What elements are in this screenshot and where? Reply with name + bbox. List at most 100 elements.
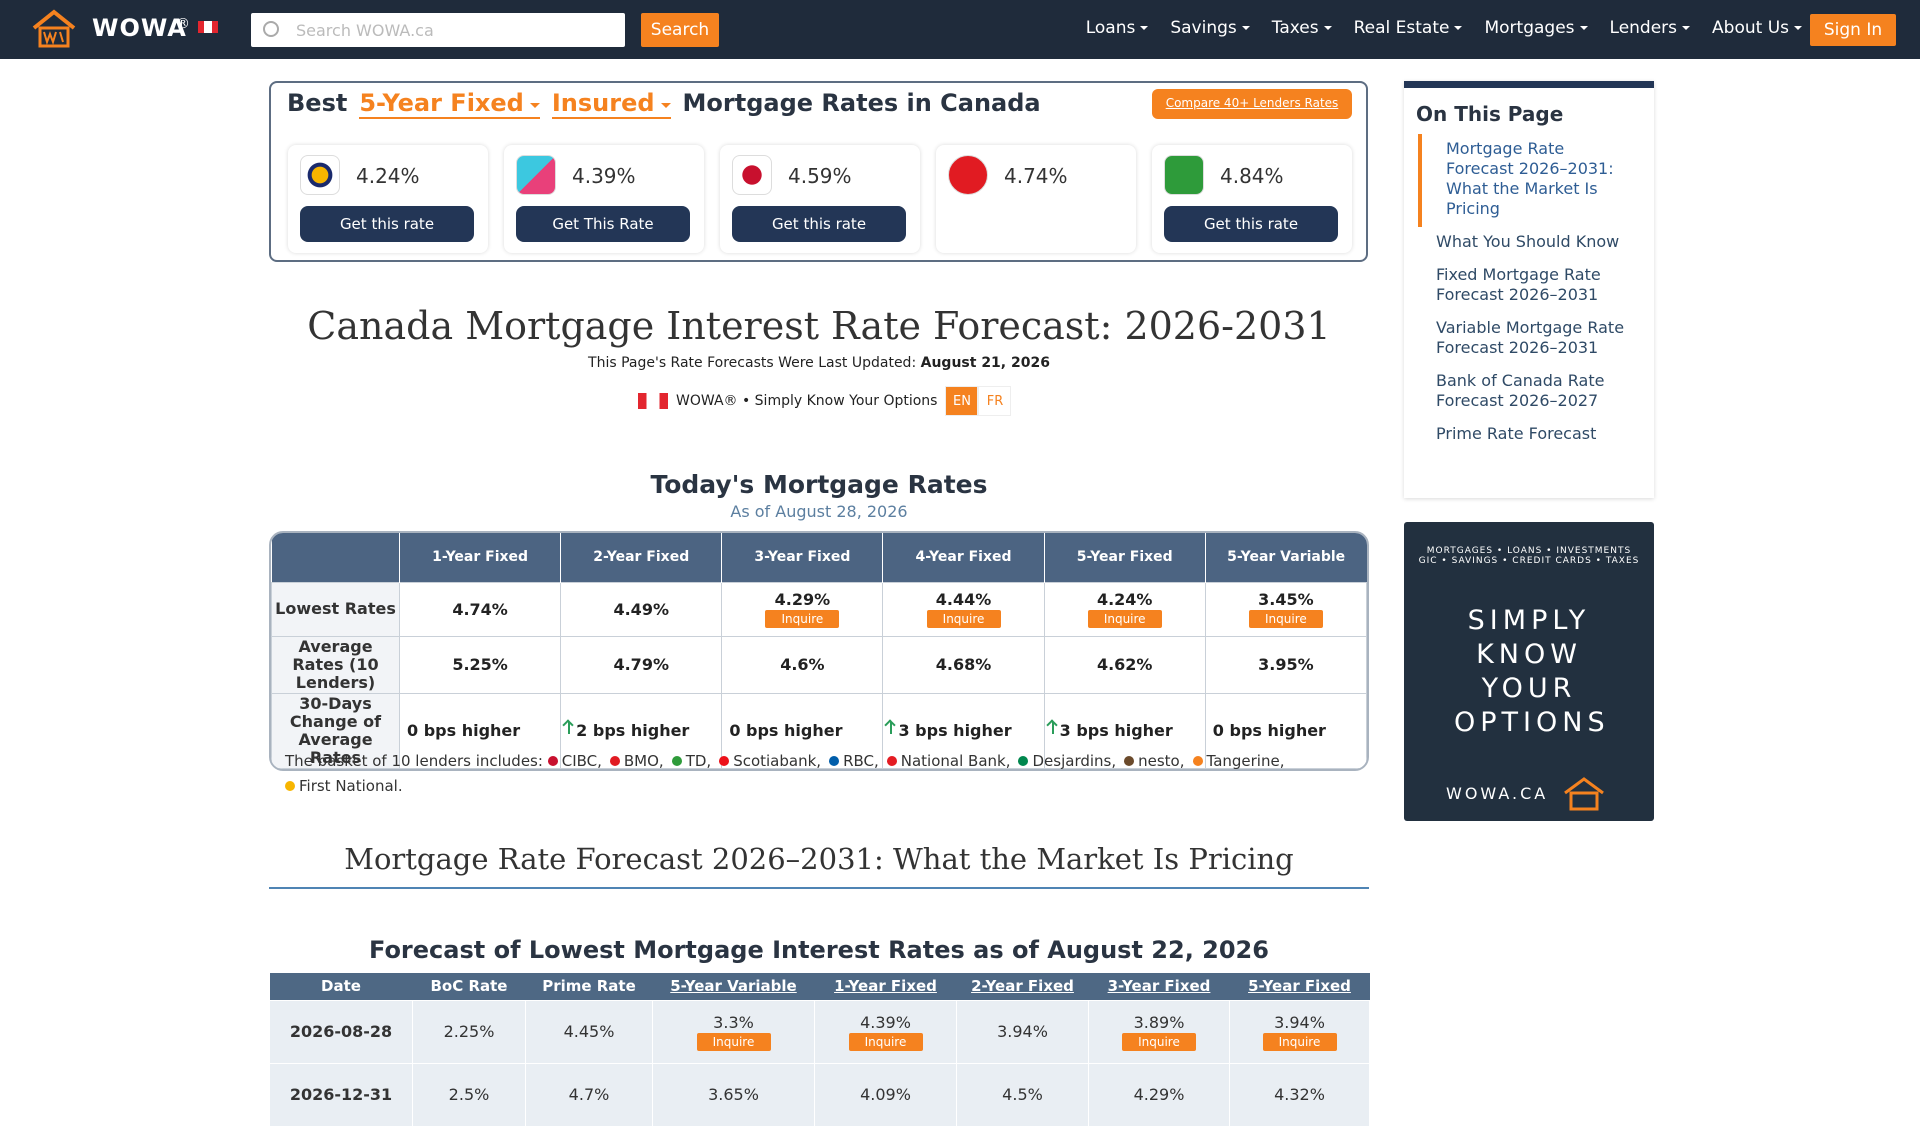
lender-icon: [1124, 756, 1135, 766]
rate-cell: 4.68%: [882, 635, 1045, 694]
get-rate-button[interactable]: Get this rate: [732, 206, 906, 242]
get-rate-button[interactable]: Get this rate: [1164, 206, 1338, 242]
get-rate-button[interactable]: Get This Rate: [516, 206, 690, 242]
lender-name: National Bank,: [900, 752, 1011, 770]
lender-basket: The basket of 10 lenders includes: CIBC,…: [285, 749, 1345, 799]
column-header: Date: [269, 973, 413, 1000]
forecast-title: Forecast of Lowest Mortgage Interest Rat…: [369, 936, 1269, 964]
cell-value: 2.5%: [448, 1085, 490, 1104]
language-button[interactable]: EN: [945, 386, 979, 416]
inquire-button[interactable]: Inquire: [696, 1032, 771, 1051]
lender-icon: [886, 756, 897, 766]
lender-name: First National.: [299, 777, 403, 795]
lender-icon: [285, 781, 295, 791]
inquire-button[interactable]: Inquire: [1122, 1032, 1196, 1051]
table-row: 2026-12-31 2.5% 4.7% 3.65% 4.09% 4.5% 4.29% 4.3…: [269, 1062, 1370, 1127]
toc-item[interactable]: Bank of Canada Rate Forecast 2026–2027: [1436, 371, 1605, 410]
inquire-button[interactable]: Inquire: [765, 610, 840, 628]
inquire-button[interactable]: Inquire: [848, 1032, 923, 1051]
toc-item[interactable]: Prime Rate Forecast: [1436, 424, 1597, 443]
get-rate-button[interactable]: Get this rate: [300, 206, 474, 242]
cell-value: 4.29%: [774, 590, 831, 609]
ad-banner[interactable]: MORTGAGES • LOANS • INVESTMENTS GIC • SA…: [1404, 522, 1654, 821]
menu-item[interactable]: About Us: [1712, 18, 1802, 38]
nav-menu: Loans Savings Taxes Real Estate Mortgages Len…: [1086, 18, 1802, 38]
rate-cell: 4.74%: [398, 581, 562, 637]
sign-in-button[interactable]: Sign In: [1810, 14, 1896, 46]
cell-value: 3 bps higher: [898, 721, 1012, 740]
menu-item[interactable]: Savings: [1170, 18, 1249, 38]
basket-intro: The basket of 10 lenders includes:: [285, 752, 543, 770]
brand-line: WOWA® • Simply Know Your Options EN FR: [638, 386, 1012, 416]
cell-value: 3.94%: [997, 1022, 1048, 1041]
rate-value: 4.84%: [1220, 164, 1284, 188]
up-arrow-icon: [568, 722, 571, 734]
cell-value: 3.45%: [1258, 590, 1314, 609]
rate-cell: 3.94%: [956, 999, 1089, 1064]
logo[interactable]: [30, 8, 78, 50]
insurance-dropdown[interactable]: Insured: [551, 89, 671, 119]
rate-value: 4.24%: [356, 164, 420, 188]
column-header: 1-Year Fixed: [398, 533, 561, 582]
lender-name: RBC,: [843, 752, 879, 770]
cell-value: 4.32%: [1274, 1085, 1325, 1104]
rate-card: 4.74%: [936, 145, 1136, 253]
rate-cell: 3.45% Inquire: [1204, 581, 1367, 637]
menu-item[interactable]: Real Estate: [1354, 18, 1463, 38]
rate-cell: 2 bps higher: [560, 692, 723, 769]
table-row: Lowest Rates 4.74% 4.49% 4.29% Inquire 4.44% I…: [271, 581, 1367, 637]
ad-slogan: SIMPLY KNOW YOUR OPTIONS: [1454, 605, 1610, 738]
rate-cell: 4.24% Inquire: [1043, 581, 1206, 637]
cell-value: 4.74%: [452, 599, 508, 619]
inquire-button[interactable]: Inquire: [1262, 1032, 1337, 1051]
section-subtitle: As of August 28, 2026: [730, 502, 908, 521]
menu-item[interactable]: Loans: [1086, 18, 1149, 38]
compare-link[interactable]: Compare 40+ Lenders Rates: [1152, 89, 1352, 119]
toc-list: Mortgage Rate Forecast 2026–2031: What t…: [1418, 134, 1628, 494]
rate-card: 4.84% Get this rate: [1152, 145, 1352, 253]
toc-item[interactable]: Variable Mortgage Rate Forecast 2026–203…: [1436, 318, 1625, 357]
lender-item: Tangerine,: [1192, 749, 1285, 774]
heading-rule: [269, 887, 1369, 889]
inquire-button[interactable]: Inquire: [926, 610, 1001, 628]
column-header: 3-Year Fixed: [721, 533, 883, 582]
inquire-button[interactable]: Inquire: [1248, 610, 1323, 628]
brand[interactable]: WOWA: [92, 14, 187, 42]
cell-value: 3.65%: [708, 1085, 759, 1104]
search-input[interactable]: Search WOWA.ca: [251, 13, 625, 47]
cell-value: 4.68%: [935, 655, 992, 674]
date-cell: 2026-12-31: [269, 1062, 413, 1127]
term-dropdown[interactable]: 5-Year Fixed: [359, 89, 540, 119]
search-button[interactable]: Search: [641, 13, 719, 47]
inquire-button[interactable]: Inquire: [1087, 610, 1162, 628]
cell-value: 5.25%: [452, 655, 508, 674]
column-header[interactable]: 1-Year Fixed: [814, 973, 957, 1000]
column-header[interactable]: 3-Year Fixed: [1088, 973, 1230, 1000]
toc-item[interactable]: What You Should Know: [1436, 232, 1620, 251]
lender-item: RBC,: [829, 749, 879, 774]
column-header[interactable]: 5-Year Variable: [652, 973, 815, 1000]
language-button[interactable]: FR: [978, 386, 1012, 416]
toc-item[interactable]: Fixed Mortgage Rate Forecast 2026–2031: [1436, 265, 1601, 304]
language-switch: EN FR: [945, 386, 1012, 416]
cell-value: 4.24%: [1096, 590, 1153, 609]
row-label: Average Rates (10 Lenders): [271, 635, 400, 694]
rate-cell: 0 bps higher: [721, 692, 884, 769]
lender-name: Tangerine,: [1206, 752, 1285, 770]
column-header[interactable]: 2-Year Fixed: [956, 973, 1089, 1000]
rate-cell: 3 bps higher: [1043, 692, 1206, 769]
menu-item[interactable]: Mortgages: [1484, 18, 1587, 38]
rate-card: 4.39% Get This Rate: [504, 145, 704, 253]
rate-card: 4.59% Get this rate: [720, 145, 920, 253]
rate-cell: 2.5%: [412, 1062, 526, 1127]
column-header[interactable]: 5-Year Fixed: [1229, 973, 1370, 1000]
toc-item[interactable]: Mortgage Rate Forecast 2026–2031: What t…: [1418, 134, 1628, 227]
lender-item: CIBC,: [547, 749, 602, 774]
lender-icon: [671, 756, 682, 766]
rate-cell: 4.49%: [560, 581, 723, 637]
rate-cell: 4.39% Inquire: [814, 999, 957, 1064]
menu-item[interactable]: Lenders: [1610, 18, 1691, 38]
menu-item[interactable]: Taxes: [1272, 18, 1332, 38]
lender-item: TD,: [671, 749, 711, 774]
lender-icon: [547, 756, 558, 766]
